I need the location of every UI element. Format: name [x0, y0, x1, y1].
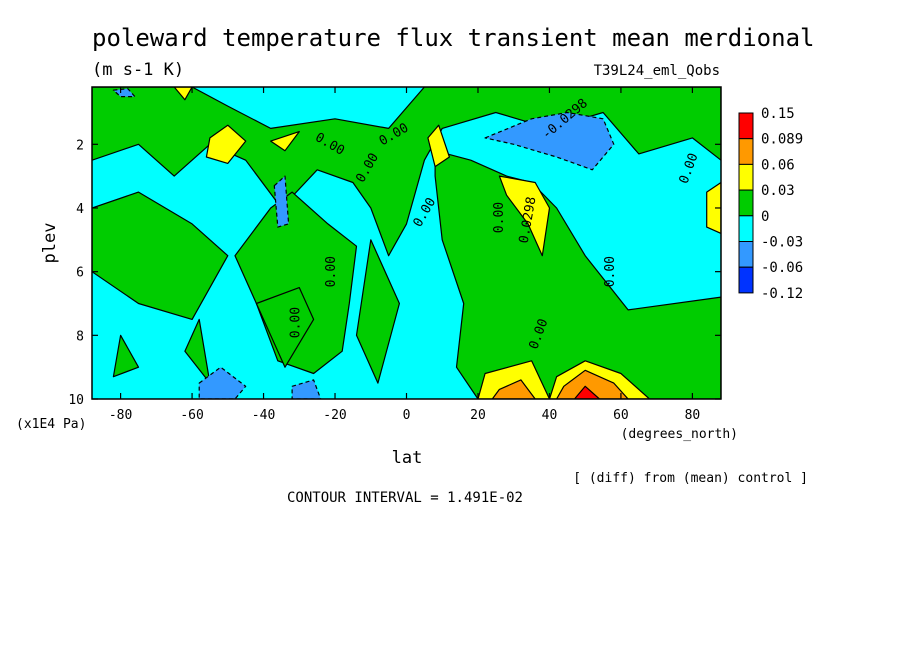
- contour-region-pos1-5: [184, 318, 211, 384]
- colorbar-label: -0.06: [761, 260, 803, 276]
- contour-region-neg2-23: [112, 87, 136, 98]
- chart-title: poleward temperature flux transient mean…: [92, 24, 814, 52]
- colorbar-label: 0.03: [761, 183, 795, 199]
- contour-region-pos3-17: [491, 379, 536, 399]
- contour-region-pos1-1: [92, 191, 229, 320]
- colorbar-label: -0.03: [761, 235, 803, 251]
- x-tick-label: -40: [252, 408, 275, 423]
- x-tick-label: 40: [542, 408, 558, 423]
- y-tick-label: 10: [68, 393, 84, 408]
- contour-region-pos1-4: [112, 334, 140, 378]
- contour-label: 0.00: [492, 202, 507, 233]
- footer-note: [ (diff) from (mean) control ]: [573, 471, 808, 486]
- x-tick-label: -60: [180, 408, 203, 423]
- contour-region-pos2-9: [498, 175, 551, 257]
- x-axis-label: lat: [392, 448, 423, 468]
- colorbar: 0.15 0.089 0.06 0.03 0 -0.03 -0.06 -0.12: [738, 106, 803, 302]
- contour-region-pos2-14: [477, 360, 551, 399]
- x-tick-label: -80: [109, 408, 132, 423]
- y-tick-label: 8: [76, 329, 84, 344]
- colorbar-label: 0.06: [761, 157, 795, 173]
- contour-region-pos3-16: [555, 369, 629, 399]
- contour-region-pos1-3: [434, 150, 721, 399]
- contour-region-pos1-7: [355, 239, 400, 384]
- colorbar-swatch: [738, 112, 754, 140]
- y-units-label: (x1E4 Pa): [16, 417, 86, 432]
- contour-region-pos2-12: [706, 181, 721, 234]
- contour-region-pos2-11: [270, 131, 300, 152]
- contour-region-neg2-19: [484, 111, 615, 171]
- contour-region-neg2-21: [198, 366, 247, 399]
- colorbar-swatch: [738, 266, 754, 294]
- x-tick-label: 80: [685, 408, 701, 423]
- colorbar-swatch: [738, 189, 754, 217]
- colorbar-label: 0.15: [761, 106, 795, 122]
- colorbar-label: -0.12: [761, 286, 803, 302]
- contour-region-pos4-18: [573, 385, 601, 399]
- x-units-label: (degrees_north): [621, 427, 738, 442]
- y-tick-label: 4: [76, 202, 84, 217]
- colorbar-swatch: [738, 138, 754, 165]
- x-tick-label: 20: [470, 408, 486, 423]
- x-tick-label: -20: [323, 408, 346, 423]
- contour-region-pos2-8: [205, 124, 247, 164]
- contour-label: 0.00: [603, 256, 618, 287]
- contour-label: 0.00: [230, 76, 261, 91]
- contour-region-neg2-22: [291, 379, 322, 399]
- x-tick-label: 60: [613, 408, 629, 423]
- contour-region-pos1-6: [255, 287, 315, 368]
- contour-label: 0.00: [324, 256, 339, 287]
- y-tick-label: 6: [76, 266, 84, 281]
- x-tick-label: 0: [403, 408, 411, 423]
- y-axis-label: plev: [40, 223, 60, 264]
- contour-region-neg2-20: [273, 175, 290, 228]
- contour-region-pos2-13: [173, 87, 193, 101]
- contour-interval: CONTOUR INTERVAL = 1.491E-02: [287, 490, 523, 506]
- axes: -80 -60 -40 -20 0 20 40 60 80 2 4 6 8 10: [68, 86, 722, 423]
- contour-label: 0.00: [288, 307, 303, 338]
- units-label: (m s-1 K): [92, 60, 184, 80]
- colorbar-label: 0: [761, 209, 769, 225]
- y-tick-label: 2: [76, 138, 84, 153]
- run-label: T39L24_eml_Qobs: [594, 63, 720, 79]
- colorbar-swatch: [738, 163, 754, 191]
- colorbar-swatch: [738, 241, 754, 268]
- colorbar-label: 0.089: [761, 132, 803, 148]
- contour-region-pos2-10: [427, 124, 450, 168]
- colorbar-swatch: [738, 215, 754, 243]
